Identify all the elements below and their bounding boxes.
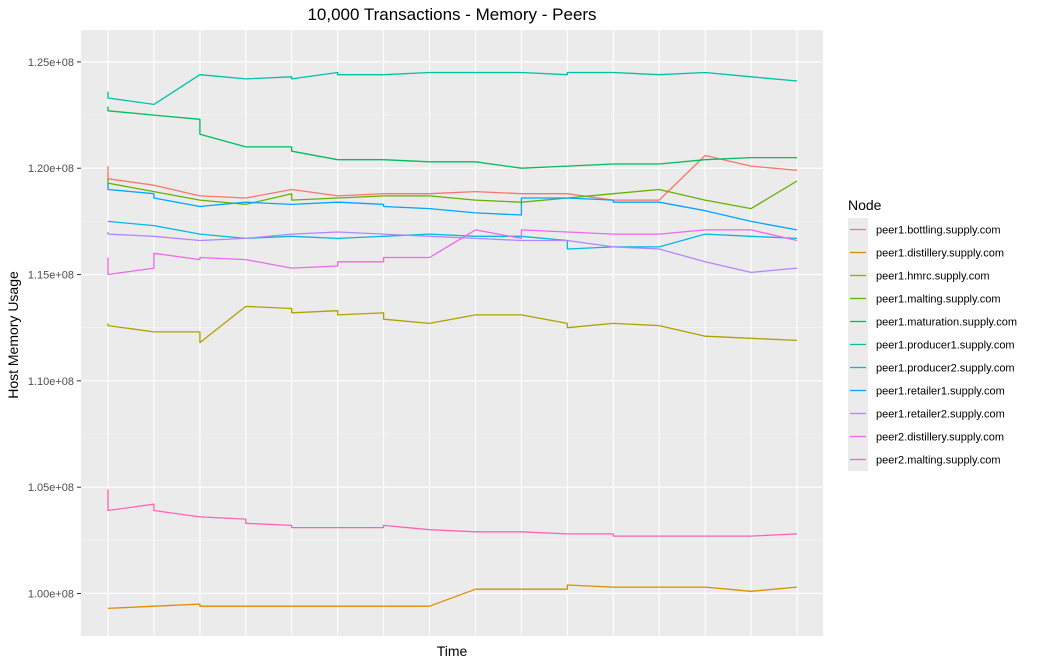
y-axis-title: Host Memory Usage xyxy=(5,271,21,399)
y-axis: 1.00e+08 1.05e+08 1.10e+08 1.15e+08 1.20e+08… xyxy=(28,57,81,600)
y-tick-label: 1.05e+08 xyxy=(28,482,74,494)
series-line xyxy=(107,71,798,106)
series-line xyxy=(107,229,798,276)
legend-label: peer1.retailer2.supply.com xyxy=(876,409,1005,421)
legend: Node peer1.bottling.supply.com peer1.dist… xyxy=(848,197,1017,471)
y-tick-label: 1.25e+08 xyxy=(28,57,74,69)
legend-label: peer1.retailer1.supply.com xyxy=(876,386,1005,398)
series-line xyxy=(107,220,798,250)
legend-label: peer1.distillery.supply.com xyxy=(876,248,1004,260)
legend-label: peer1.malting.supply.com xyxy=(876,294,1001,306)
series-line xyxy=(107,584,798,610)
legend-label: peer1.bottling.supply.com xyxy=(876,225,1001,237)
series-line xyxy=(107,178,798,210)
legend-label: peer2.malting.supply.com xyxy=(876,455,1001,467)
legend-title: Node xyxy=(848,197,882,213)
legend-label: peer1.producer1.supply.com xyxy=(876,340,1015,352)
legend-label: peer1.hmrc.supply.com xyxy=(876,271,990,283)
y-tick-label: 1.15e+08 xyxy=(28,270,74,282)
series-line xyxy=(107,154,798,201)
y-tick-label: 1.20e+08 xyxy=(28,163,74,175)
plot-panel xyxy=(81,30,823,636)
legend-label: peer1.producer2.supply.com xyxy=(876,363,1015,375)
legend-label: peer1.maturation.supply.com xyxy=(876,317,1017,329)
x-axis-title: Time xyxy=(437,643,468,659)
y-tick-label: 1.10e+08 xyxy=(28,376,74,388)
series-line xyxy=(107,305,798,344)
series-line xyxy=(107,183,798,231)
legend-label: peer2.distillery.supply.com xyxy=(876,432,1004,444)
chart-title: 10,000 Transactions - Memory - Peers xyxy=(307,5,596,24)
series-lines xyxy=(107,71,798,610)
series-line xyxy=(107,489,798,537)
y-tick-label: 1.00e+08 xyxy=(28,588,74,600)
series-line xyxy=(107,106,797,169)
series-line xyxy=(107,231,798,274)
